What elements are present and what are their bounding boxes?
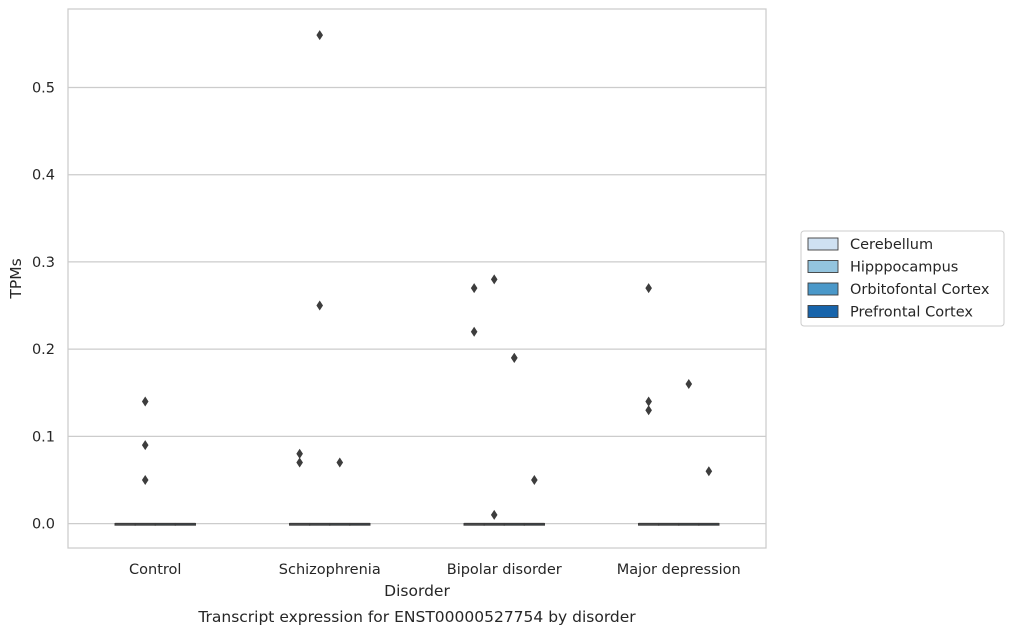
y-tick-label: 0.0 [32, 517, 55, 533]
outlier-point [316, 30, 324, 41]
plot-area-frame [67, 8, 767, 549]
y-tick-label: 0.3 [32, 255, 55, 271]
x-axis-label: Disorder [384, 582, 450, 600]
legend-label: Cerebellum [850, 237, 933, 253]
chart-caption: Transcript expression for ENST0000052775… [197, 608, 636, 626]
legend-frame [800, 230, 1005, 327]
y-tick-label: 0.1 [32, 429, 55, 445]
outlier-point [531, 474, 538, 485]
outlier-point [296, 457, 303, 468]
outlier-points [141, 30, 713, 520]
outlier-point [141, 396, 149, 407]
outlier-point [316, 300, 324, 311]
legend-swatch [807, 237, 839, 251]
legend: Cerebellum Hipppocampus Orbitofontal Corte… [800, 230, 1005, 327]
legend-label: Hipppocampus [850, 260, 958, 276]
outlier-point [645, 405, 652, 416]
outlier-point [141, 440, 149, 451]
y-tick-label: 0.4 [32, 168, 55, 184]
y-axis-ticks: 0.0 0.1 0.2 0.3 0.4 0.5 [32, 80, 55, 532]
legend-label: Prefrontal Cortex [850, 305, 973, 321]
outlier-point [470, 326, 478, 337]
outlier-point [685, 379, 693, 390]
outlier-point [645, 396, 652, 407]
gridlines [68, 86, 766, 525]
outlier-point [296, 448, 303, 459]
boxes [114, 522, 720, 526]
outlier-point [490, 274, 498, 285]
outlier-point [705, 466, 713, 477]
outlier-point [336, 457, 344, 468]
y-tick-label: 0.2 [32, 342, 55, 358]
y-tick-label: 0.5 [32, 80, 55, 96]
x-tick-label: Control [129, 562, 181, 578]
x-tick-label: Schizophrenia [279, 562, 381, 578]
legend-label: Orbitofontal Cortex [850, 282, 990, 298]
legend-swatch [807, 282, 839, 296]
legend-swatch [807, 260, 839, 273]
outlier-point [645, 283, 652, 294]
x-tick-label: Major depression [617, 562, 741, 578]
outlier-point [510, 352, 518, 363]
x-axis-ticks: Control Schizophrenia Bipolar disorder Majo… [129, 562, 741, 578]
outlier-point [490, 509, 498, 520]
legend-swatch [807, 305, 839, 318]
x-tick-label: Bipolar disorder [447, 562, 562, 578]
outlier-point [141, 474, 149, 485]
outlier-point [470, 283, 478, 294]
y-axis-label: TPMs [7, 258, 25, 299]
legend-items: Cerebellum Hipppocampus Orbitofontal Corte… [807, 237, 990, 321]
